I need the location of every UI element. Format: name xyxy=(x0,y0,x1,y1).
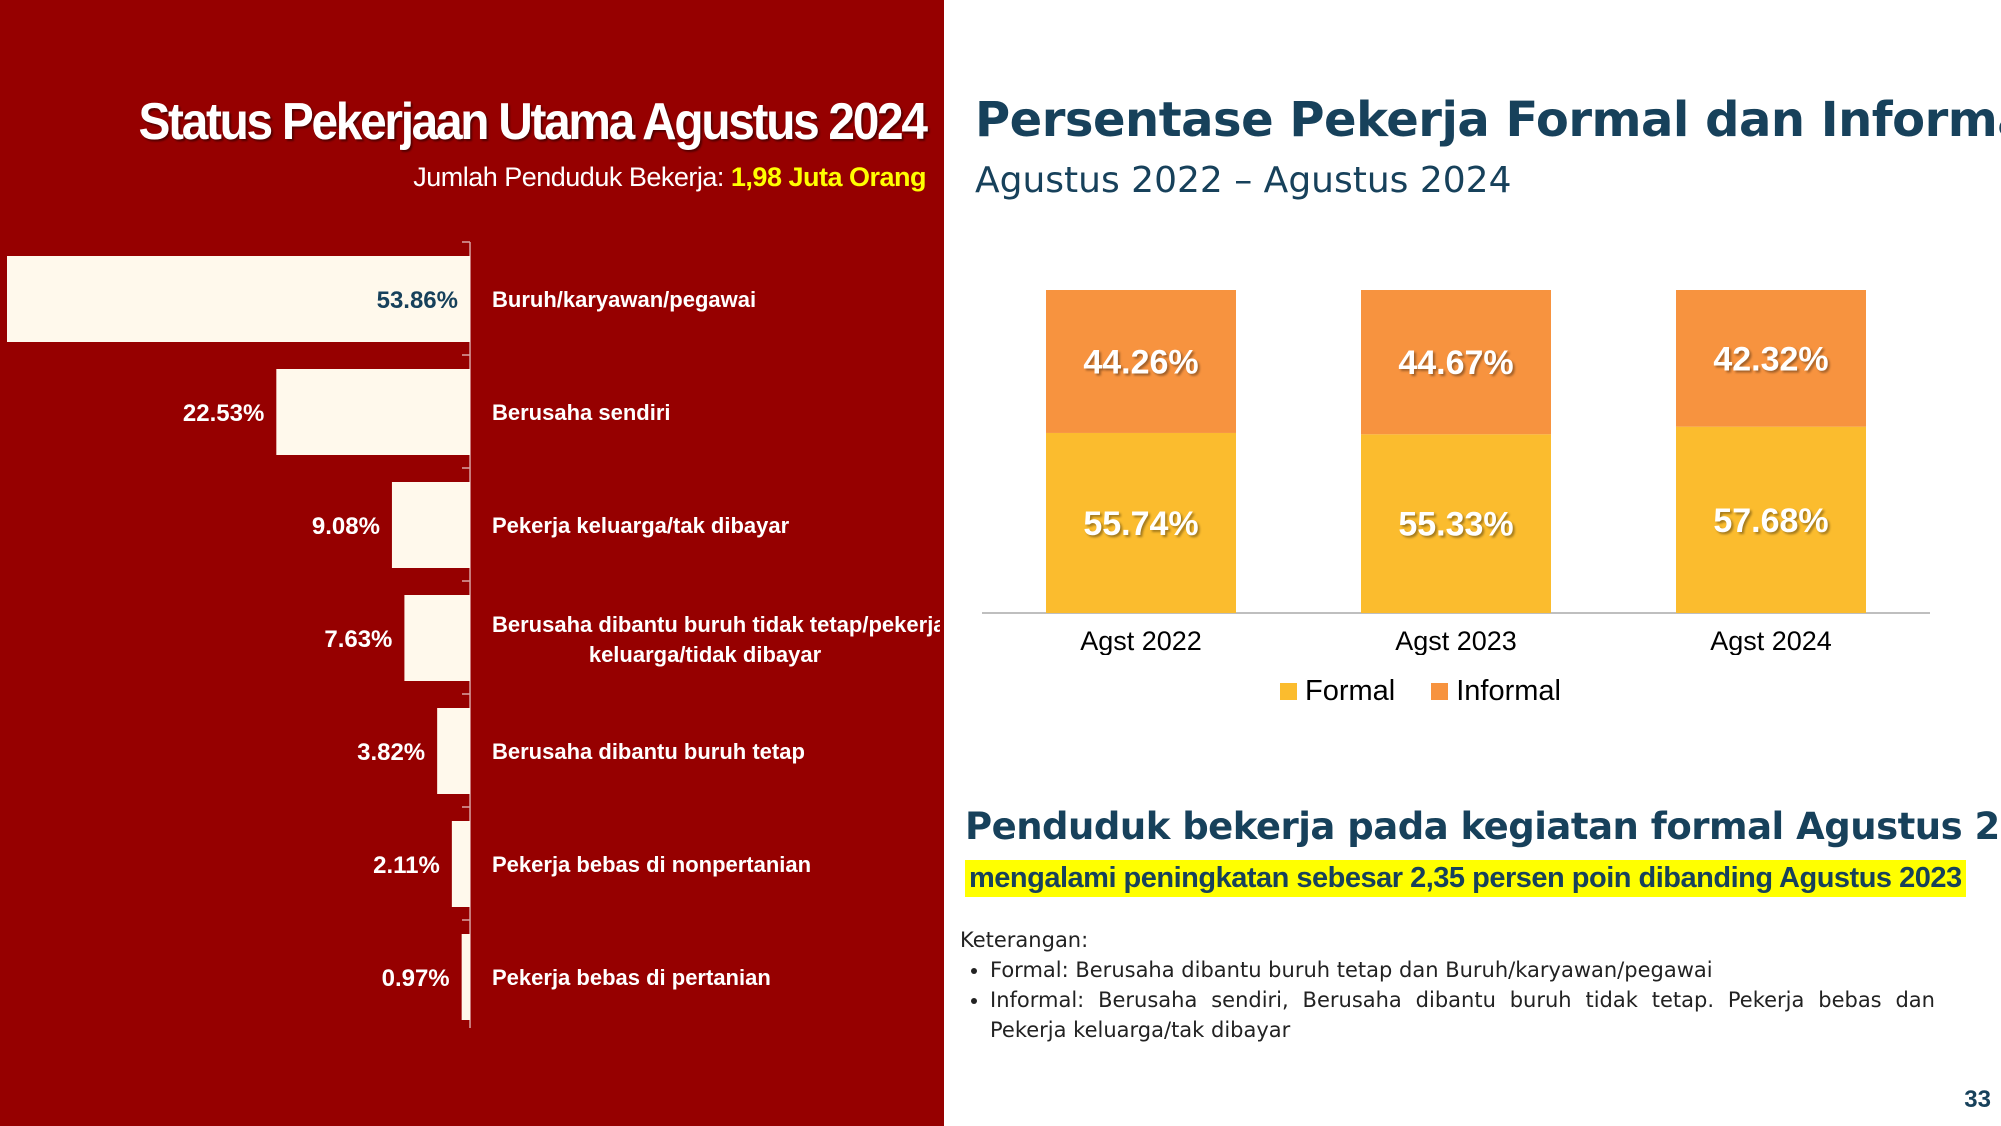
x-tick-label: Agst 2022 xyxy=(1080,626,1202,655)
data-label: 7.63% xyxy=(324,626,392,653)
left-panel: Status Pekerjaan Utama Agustus 2024 Juml… xyxy=(0,0,944,1126)
data-label: 9.08% xyxy=(312,513,380,540)
category-label: Berusaha dibantu buruh tetap xyxy=(492,739,805,764)
bar xyxy=(437,708,470,794)
bar-formal xyxy=(1361,434,1551,613)
data-label-informal: 44.67% xyxy=(1398,344,1513,382)
bar-formal xyxy=(1676,426,1866,613)
category-label: Pekerja bebas di nonpertanian xyxy=(492,852,811,877)
employed-population-value: 1,98 Juta Orang xyxy=(730,162,927,192)
right-subtitle: Agustus 2022 – Agustus 2024 xyxy=(975,160,1512,201)
x-tick-label: Agst 2024 xyxy=(1710,626,1832,655)
category-label: Pekerja keluarga/tak dibayar xyxy=(492,513,790,538)
note-item-formal: Formal: Berusaha dibantu buruh tetap dan… xyxy=(990,955,1935,985)
left-title: Status Pekerjaan Utama Agustus 2024 xyxy=(138,93,928,151)
category-label: Berusaha dibantu buruh tidak tetap/peker… xyxy=(492,612,940,667)
highlight-heading: Penduduk bekerja pada kegiatan formal Ag… xyxy=(965,805,2001,848)
data-label: 53.86% xyxy=(377,287,458,314)
employment-status-chart: 53.86% Buruh/karyawan/pegawai 22.53% Berusa… xyxy=(7,241,940,1028)
bar xyxy=(276,369,470,455)
chart-legend: Formal Informal xyxy=(1280,675,1561,708)
legend-item-formal: Formal xyxy=(1280,675,1395,708)
bar-informal xyxy=(1676,290,1866,427)
category-label: Berusaha sendiri xyxy=(492,400,671,425)
legend-label: Formal xyxy=(1305,675,1396,707)
data-label-informal: 44.26% xyxy=(1083,343,1198,381)
bar-formal xyxy=(1046,432,1236,613)
category-label-line: Berusaha dibantu buruh tidak tetap/peker… xyxy=(492,612,940,637)
category-label: Buruh/karyawan/pegawai xyxy=(492,287,756,312)
bar xyxy=(451,821,470,907)
bar xyxy=(461,934,470,1020)
employed-population-label: Jumlah Penduduk Bekerja: xyxy=(413,162,724,192)
legend-label: Informal xyxy=(1456,675,1561,707)
data-label-informal: 42.32% xyxy=(1713,340,1828,378)
bar-informal xyxy=(1046,290,1236,433)
x-tick-label: Agst 2023 xyxy=(1395,626,1517,655)
formal-informal-chart: 55.74% 44.26% Agst 2022 55.33% 44.67% Agst 20… xyxy=(982,290,1930,655)
category-label: Pekerja bebas di pertanian xyxy=(492,965,771,990)
data-label-formal: 55.33% xyxy=(1398,506,1513,544)
bar xyxy=(404,595,470,681)
notes-list: Formal: Berusaha dibantu buruh tetap dan… xyxy=(960,955,1935,1045)
right-title: Persentase Pekerja Formal dan Informal, xyxy=(975,92,2001,148)
notes: Keterangan: Formal: Berusaha dibantu bur… xyxy=(960,925,1935,1045)
bar xyxy=(391,482,470,568)
page-number: 33 xyxy=(1964,1086,1991,1113)
note-item-informal: Informal: Berusaha sendiri, Berusaha dib… xyxy=(990,985,1935,1045)
highlight-subtext: mengalami peningkatan sebesar 2,35 perse… xyxy=(965,860,1966,897)
notes-title: Keterangan: xyxy=(960,928,1089,952)
data-label: 22.53% xyxy=(183,400,264,427)
legend-item-informal: Informal xyxy=(1431,675,1561,708)
legend-swatch xyxy=(1431,683,1449,700)
category-label-line: keluarga/tidak dibayar xyxy=(589,642,822,667)
data-label-formal: 55.74% xyxy=(1083,505,1198,543)
bar xyxy=(7,256,470,342)
data-label: 0.97% xyxy=(382,965,450,992)
data-label-formal: 57.68% xyxy=(1713,502,1828,540)
data-label: 3.82% xyxy=(357,739,425,766)
legend-swatch xyxy=(1280,683,1297,700)
left-subtitle: Jumlah Penduduk Bekerja: 1,98 Juta Orang xyxy=(413,162,926,193)
data-label: 2.11% xyxy=(373,852,440,879)
bar-informal xyxy=(1361,290,1551,435)
